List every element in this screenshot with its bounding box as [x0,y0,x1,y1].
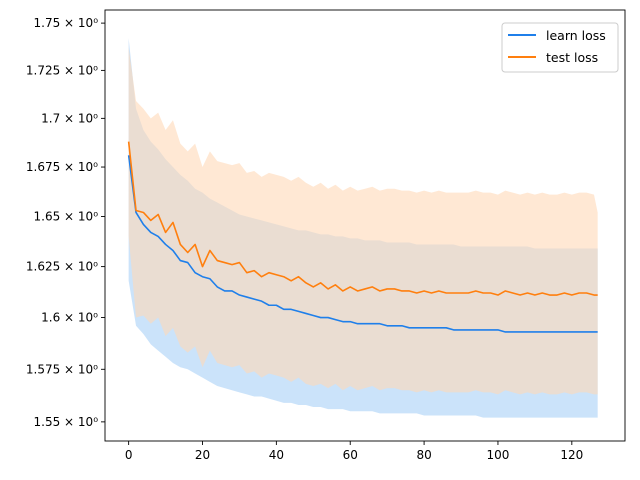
plot-frame [104,9,626,442]
y-tick-label: 1.65 × 10⁰ [34,209,99,223]
legend: learn loss test loss [501,22,619,73]
x-tick-label: 0 [125,448,133,462]
x-tick-label: 40 [269,448,284,462]
legend-label-test-loss: test loss [546,50,598,65]
y-tick-label: 1.725 × 10⁰ [26,63,98,77]
y-tick-label: 1.575 × 10⁰ [26,362,98,376]
x-tick-label: 100 [487,448,510,462]
x-axis: 0 20 40 60 80 100 120 [125,441,583,462]
y-tick-label: 1.675 × 10⁰ [26,160,98,174]
y-axis: 1.55 × 10⁰ 1.575 × 10⁰ 1.6 × 10⁰ 1.625 × 10… [26,16,105,429]
x-tick-label: 80 [416,448,431,462]
x-tick-label: 60 [343,448,358,462]
x-tick-label: 20 [195,448,210,462]
band-test-loss [128,47,598,395]
series-lines [127,141,598,333]
legend-label-learn-loss: learn loss [546,28,606,43]
y-tick-label: 1.6 × 10⁰ [41,311,98,325]
y-tick-label: 1.625 × 10⁰ [26,260,98,274]
line-learn-loss [127,155,598,333]
y-tick-label: 1.75 × 10⁰ [34,16,99,30]
y-tick-label: 1.55 × 10⁰ [34,415,99,429]
confidence-bands [128,38,598,418]
y-tick-label: 1.7 × 10⁰ [41,111,98,125]
line-test-loss [127,141,598,296]
x-tick-label: 120 [560,448,583,462]
